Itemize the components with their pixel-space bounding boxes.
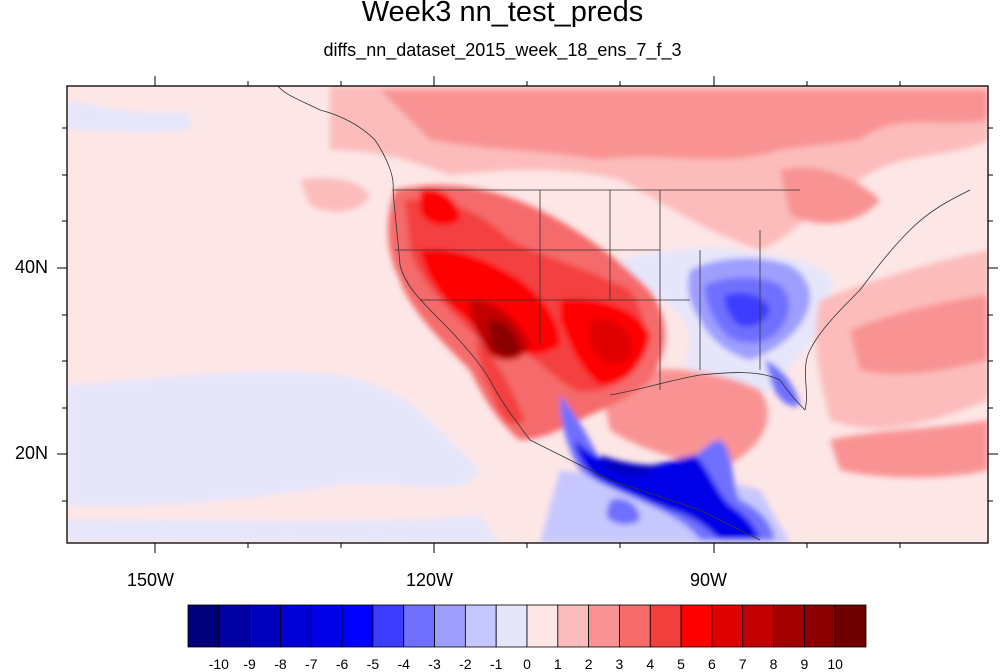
x-tick-label: 120W — [406, 570, 454, 590]
colorbar-swatch — [588, 604, 620, 648]
colorbar-swatch — [280, 604, 312, 648]
map-title: Week3 nn_test_preds — [361, 0, 644, 28]
colorbar-swatch — [341, 604, 374, 648]
colorbar-swatch — [249, 604, 281, 648]
map-subtitle: diffs_nn_dataset_2015_week_18_ens_7_f_3 — [323, 40, 682, 60]
colorbar-swatch — [434, 604, 466, 648]
colorbar-tick-label: 1 — [553, 656, 562, 672]
colorbar-tick-label: -7 — [305, 656, 318, 672]
colorbar-tick-label: -8 — [274, 656, 287, 672]
colorbar-tick-label: 9 — [800, 656, 809, 672]
colorbar-tick-label: 6 — [708, 656, 716, 672]
x-tick-label: 90W — [690, 570, 728, 590]
colorbar-tick-label: -9 — [243, 656, 256, 672]
coastline-outline — [277, 86, 971, 541]
colorbar-tick-label: 3 — [615, 656, 624, 672]
axis-ticks — [57, 76, 998, 553]
y-tick-label: 20N — [15, 443, 49, 463]
colorbar-swatch — [526, 604, 559, 648]
colorbar-swatch — [372, 604, 405, 648]
colorbar-tick-label: -10 — [208, 656, 229, 672]
colorbar-swatch — [187, 604, 220, 648]
colorbar-swatch — [834, 604, 867, 648]
colorbar-tick-label: 5 — [677, 656, 685, 672]
colorbar-swatch — [803, 604, 836, 648]
colorbar-swatch — [649, 604, 682, 648]
anomaly-field — [67, 86, 988, 543]
colorbar-swatch — [403, 604, 435, 648]
colorbar-tick-label: 4 — [646, 656, 655, 672]
colorbar-swatch — [680, 604, 713, 648]
y-tick-label: 40N — [15, 257, 49, 277]
colorbar-tick-label: 10 — [827, 656, 843, 672]
colorbar-swatch — [218, 604, 251, 648]
colorbar-swatch — [495, 604, 528, 648]
colorbar-tick-label: 8 — [769, 656, 778, 672]
colorbar-swatch — [310, 604, 343, 648]
colorbar-swatch — [619, 604, 651, 648]
colorbar-tick-label: -3 — [428, 656, 441, 672]
colorbar-tick-label: -6 — [335, 656, 349, 672]
colorbar-tick-label: 0 — [523, 656, 531, 672]
colorbar-tick-label: 2 — [584, 656, 593, 672]
colorbar-tick-label: -1 — [489, 656, 503, 672]
colorbar-tick-label: -4 — [397, 656, 410, 672]
colorbar-swatch — [711, 604, 744, 648]
colorbar-swatch — [464, 604, 497, 648]
colorbar-swatch — [742, 604, 774, 648]
colorbar — [187, 604, 867, 648]
colorbar-tick-label: 7 — [738, 656, 747, 672]
colorbar-tick-label: -2 — [459, 656, 472, 672]
colorbar-swatch — [557, 604, 590, 648]
x-tick-label: 150W — [127, 570, 175, 590]
colorbar-swatch — [773, 604, 805, 648]
colorbar-tick-label: -5 — [366, 656, 380, 672]
